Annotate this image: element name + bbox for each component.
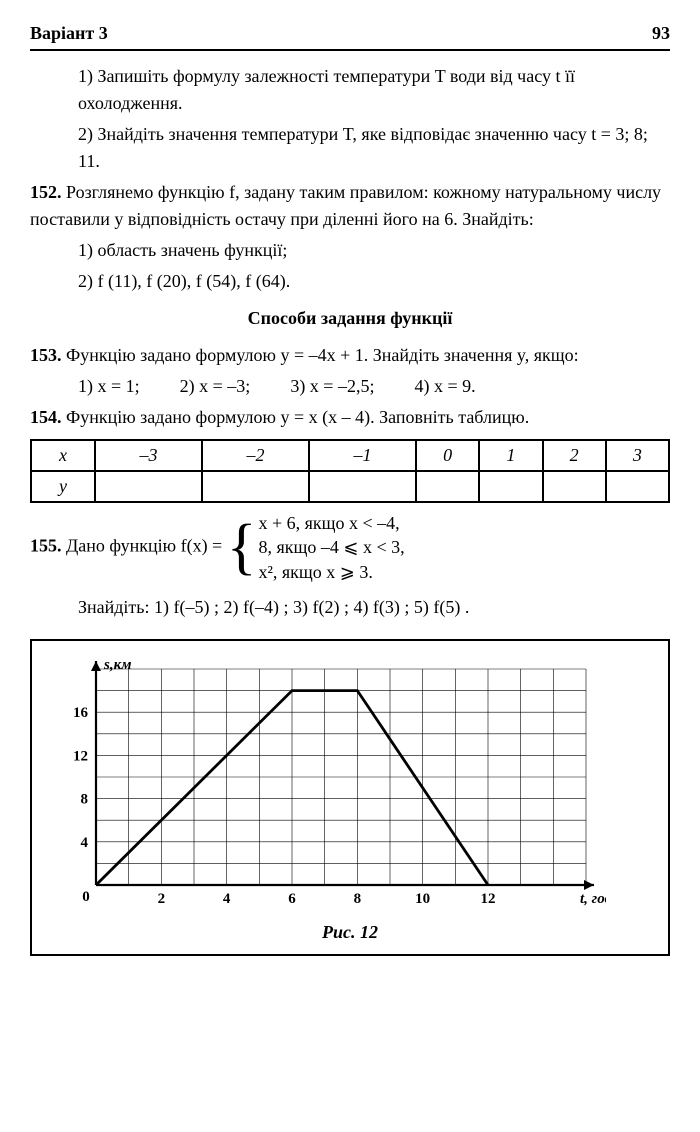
problem-154-text: Функцію задано формулою y = x (x – 4). З… xyxy=(66,407,529,427)
problem-153-num: 153. xyxy=(30,345,62,365)
opt-4: 4) x = 9. xyxy=(414,373,475,400)
data-table: x –3 –2 –1 0 1 2 3 y xyxy=(30,439,670,503)
svg-text:8: 8 xyxy=(354,891,362,907)
svg-text:s,км: s,км xyxy=(103,657,131,673)
problem-152-sub1: 1) область значень функції; xyxy=(78,237,670,264)
problem-155: 155. Дано функцію f(x) = { x + 6, якщо x… xyxy=(30,511,670,584)
svg-text:10: 10 xyxy=(415,891,430,907)
svg-text:8: 8 xyxy=(81,791,89,807)
table-row: x –3 –2 –1 0 1 2 3 xyxy=(31,440,669,471)
opt-2: 2) x = –3; xyxy=(180,373,251,400)
line-chart: 2 4 6 8 10 12 4 8 12 16 0 s,км t, год xyxy=(46,655,606,915)
problem-152-num: 152. xyxy=(30,182,62,202)
section-title: Способи задання функції xyxy=(30,305,670,332)
svg-text:12: 12 xyxy=(481,891,496,907)
table-row: y xyxy=(31,471,669,502)
problem-153: 153. Функцію задано формулою y = –4x + 1… xyxy=(30,342,670,369)
svg-text:4: 4 xyxy=(81,835,89,851)
header-right: 93 xyxy=(652,20,670,47)
opt-1: 1) x = 1; xyxy=(78,373,140,400)
problem-153-options: 1) x = 1; 2) x = –3; 3) x = –2,5; 4) x =… xyxy=(78,373,670,400)
item-1: 1) Запишіть формулу залежності температу… xyxy=(78,63,670,117)
opt-3: 3) x = –2,5; xyxy=(290,373,374,400)
svg-text:4: 4 xyxy=(223,891,231,907)
svg-text:12: 12 xyxy=(73,748,88,764)
piece-2: 8, якщо –4 ⩽ x < 3, xyxy=(258,535,404,559)
item-2: 2) Знайдіть значення температури T, яке … xyxy=(78,121,670,175)
problem-155-find: Знайдіть: 1) f(–5) ; 2) f(–4) ; 3) f(2) … xyxy=(78,594,670,621)
brace-icon: { xyxy=(227,516,257,578)
svg-text:t, год: t, год xyxy=(580,891,606,907)
svg-text:16: 16 xyxy=(73,705,89,721)
svg-text:0: 0 xyxy=(82,889,90,905)
svg-text:6: 6 xyxy=(288,891,296,907)
problem-152-text: Розглянемо функцію f, задану таким прави… xyxy=(30,182,661,229)
figure-caption: Рис. 12 xyxy=(46,919,654,946)
page-header: Варіант 3 93 xyxy=(30,20,670,51)
piece-1: x + 6, якщо x < –4, xyxy=(258,511,404,535)
svg-text:2: 2 xyxy=(158,891,166,907)
problem-153-text: Функцію задано формулою y = –4x + 1. Зна… xyxy=(66,345,579,365)
problem-155-num: 155. xyxy=(30,536,62,556)
problem-154: 154. Функцію задано формулою y = x (x – … xyxy=(30,404,670,431)
header-left: Варіант 3 xyxy=(30,20,108,47)
problem-155-lead: Дано функцію f(x) = xyxy=(66,536,227,556)
problem-154-num: 154. xyxy=(30,407,62,427)
chart-container: 2 4 6 8 10 12 4 8 12 16 0 s,км t, год Рис. 12 xyxy=(30,639,670,956)
problem-152: 152. Розглянемо функцію f, задану таким … xyxy=(30,179,670,233)
piecewise-function: { x + 6, якщо x < –4, 8, якщо –4 ⩽ x < 3… xyxy=(227,511,405,584)
piece-3: x², якщо x ⩾ 3. xyxy=(258,560,404,584)
problem-152-sub2: 2) f (11), f (20), f (54), f (64). xyxy=(78,268,670,295)
